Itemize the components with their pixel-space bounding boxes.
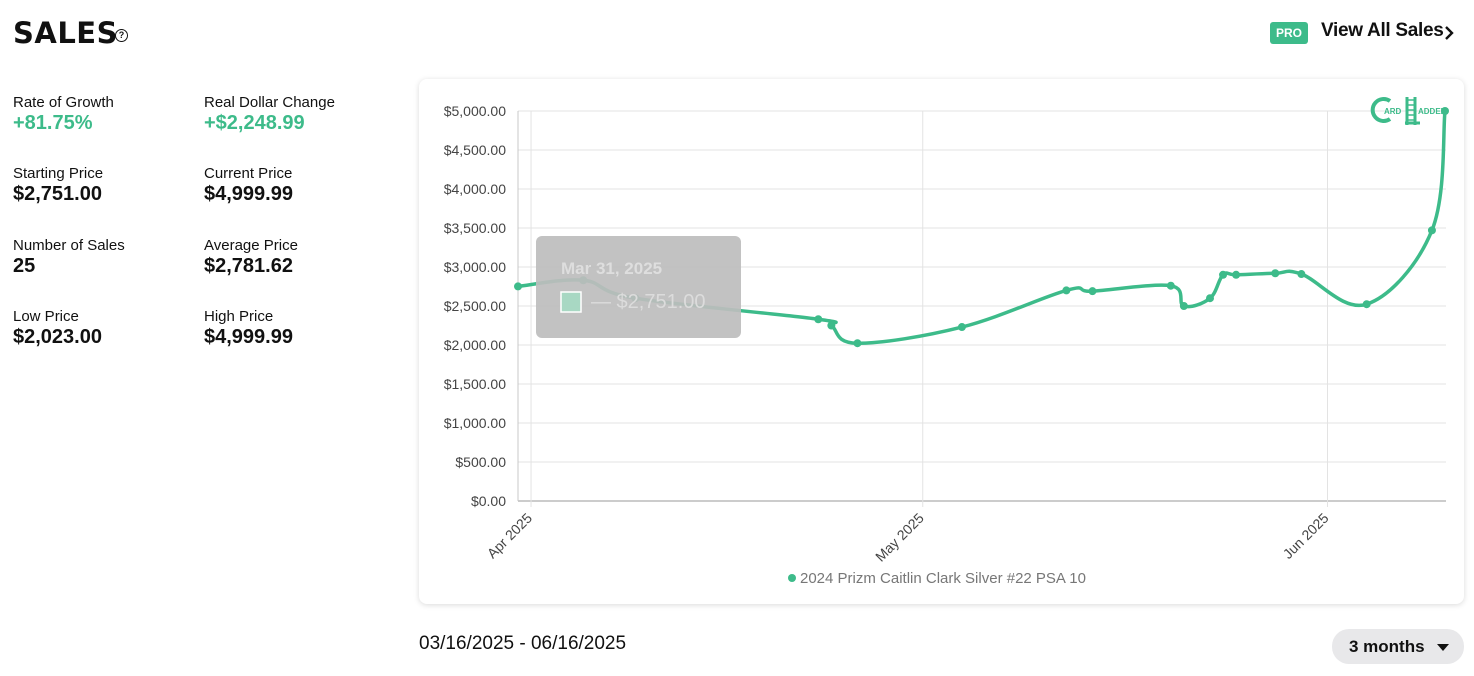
stat-label: Real Dollar Change [204, 94, 335, 111]
stat-value: $2,023.00 [13, 326, 102, 348]
caret-down-icon [1437, 644, 1449, 651]
y-tick-label: $2,000.00 [444, 337, 506, 353]
stat-value: $4,999.99 [204, 183, 293, 205]
data-point [1166, 281, 1175, 290]
legend-label: 2024 Prizm Caitlin Clark Silver #22 PSA … [800, 570, 1086, 587]
svg-text:ARD: ARD [1384, 107, 1402, 116]
data-point [853, 339, 862, 348]
data-point [827, 321, 836, 330]
y-tick-label: $500.00 [455, 454, 506, 470]
data-point [814, 315, 823, 324]
y-tick-label: $3,500.00 [444, 220, 506, 236]
stat-value: $2,781.62 [204, 255, 293, 277]
stat-real-dollar-change: Real Dollar Change +$2,248.99 [204, 94, 335, 135]
data-point [957, 323, 966, 332]
x-tick-label: Jun 2025 [1280, 510, 1332, 562]
stat-label: Starting Price [13, 165, 104, 182]
period-select[interactable]: 3 months [1332, 629, 1464, 664]
view-all-sales-link[interactable]: View All Sales [1321, 20, 1444, 41]
data-point [1271, 269, 1280, 278]
tooltip-box [536, 236, 741, 338]
card-ladder-logo: ARD ADDER [1370, 97, 1447, 125]
data-point [1219, 270, 1228, 279]
y-tick-label: $3,000.00 [444, 259, 506, 275]
data-point [1297, 270, 1306, 279]
data-point [1427, 226, 1436, 235]
stat-label: Average Price [204, 237, 298, 254]
stat-value: 25 [13, 255, 36, 277]
stat-starting-price: Starting Price $2,751.00 [13, 165, 103, 206]
x-tick-label: Apr 2025 [484, 510, 536, 562]
y-tick-label: $4,500.00 [444, 142, 506, 158]
stat-label: Rate of Growth [13, 94, 114, 111]
y-tick-label: $5,000.00 [444, 103, 506, 119]
pro-badge: PRO [1270, 22, 1308, 44]
data-point [1205, 294, 1214, 303]
y-tick-label: $1,500.00 [444, 376, 506, 392]
stat-low-price: Low Price $2,023.00 [13, 308, 102, 349]
period-select-value: 3 months [1349, 637, 1425, 656]
page-title: SALES [13, 16, 119, 50]
chevron-right-icon[interactable] [1442, 24, 1456, 42]
price-line-chart[interactable]: $5,000.00 $4,500.00 $4,000.00 $3,500.00 $3,0… [419, 79, 1464, 604]
data-point [1441, 107, 1449, 116]
stat-label: Low Price [13, 308, 79, 325]
y-tick-label: $1,000.00 [444, 415, 506, 431]
data-point [514, 282, 522, 291]
data-point [1062, 286, 1071, 295]
price-chart-card: $5,000.00 $4,500.00 $4,000.00 $3,500.00 $3,0… [419, 79, 1464, 604]
data-point [1088, 287, 1097, 296]
stat-value: +81.75% [13, 112, 93, 134]
data-point [1179, 302, 1188, 310]
legend-marker [788, 574, 796, 582]
tooltip-date: Mar 31, 2025 [561, 259, 662, 278]
stat-average-price: Average Price $2,781.62 [204, 237, 298, 278]
data-point [1362, 300, 1371, 309]
y-tick-label: $0.00 [471, 493, 506, 509]
y-tick-label: $2,500.00 [444, 298, 506, 314]
stat-label: Number of Sales [13, 237, 125, 254]
svg-text:ADDER: ADDER [1418, 107, 1447, 116]
y-tick-label: $4,000.00 [444, 181, 506, 197]
tooltip-swatch [560, 291, 582, 313]
help-icon[interactable]: ? [115, 29, 128, 42]
stat-high-price: High Price $4,999.99 [204, 308, 293, 349]
stat-label: High Price [204, 308, 274, 325]
stat-value: $4,999.99 [204, 326, 293, 348]
stat-label: Current Price [204, 165, 293, 182]
stat-value: $2,751.00 [13, 183, 102, 205]
stat-value: +$2,248.99 [204, 112, 305, 134]
stat-number-of-sales: Number of Sales 25 [13, 237, 125, 278]
tooltip-value: — $2,751.00 [591, 291, 706, 313]
x-tick-label: May 2025 [872, 510, 927, 565]
data-point [1232, 270, 1241, 279]
stat-current-price: Current Price $4,999.99 [204, 165, 293, 206]
date-range-text: 03/16/2025 - 06/16/2025 [419, 633, 627, 654]
stat-rate-of-growth: Rate of Growth +81.75% [13, 94, 114, 135]
series-line [517, 110, 1447, 345]
